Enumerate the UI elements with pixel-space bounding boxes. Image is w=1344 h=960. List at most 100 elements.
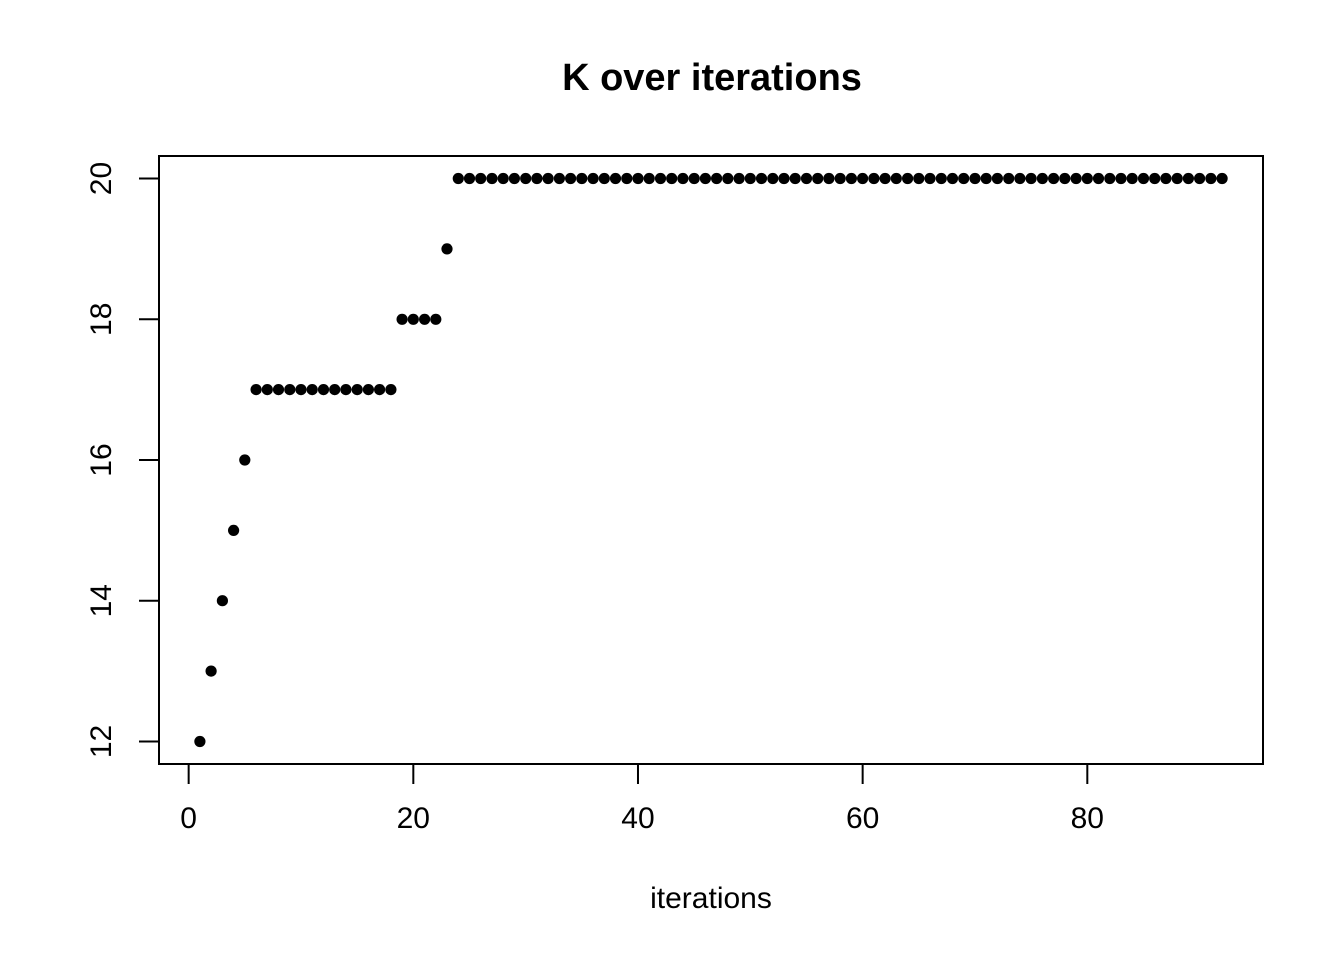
data-point — [1070, 172, 1082, 185]
data-point — [643, 172, 655, 185]
data-point — [711, 172, 723, 185]
y-axis: 12 14 16 18 20 — [85, 162, 159, 758]
y-tick-label: 12 — [85, 725, 118, 758]
data-point — [666, 172, 678, 185]
data-point — [1126, 172, 1138, 185]
data-point — [789, 172, 801, 185]
x-tick-label: 60 — [846, 802, 879, 835]
data-point — [767, 172, 779, 185]
data-point — [1160, 172, 1172, 185]
data-point — [553, 172, 566, 185]
data-point — [284, 384, 296, 396]
data-point — [935, 172, 947, 185]
x-tick-label: 20 — [397, 802, 430, 835]
data-point — [1115, 172, 1127, 185]
data-point — [205, 665, 217, 677]
data-point — [351, 384, 363, 396]
data-point — [834, 172, 846, 185]
y-tick-label: 14 — [85, 584, 118, 617]
data-points — [194, 172, 1228, 748]
data-point — [407, 313, 419, 325]
data-point — [250, 384, 262, 396]
data-point — [688, 172, 700, 185]
data-point — [520, 172, 532, 185]
x-axis: 0 20 40 60 80 — [180, 764, 1104, 835]
data-point — [306, 384, 318, 396]
data-point — [1182, 172, 1194, 185]
data-point — [317, 384, 330, 396]
data-point — [295, 384, 307, 396]
plot-border — [158, 155, 1264, 765]
data-point — [1081, 172, 1093, 185]
data-point — [621, 172, 633, 185]
data-point — [272, 384, 285, 396]
data-point — [1194, 172, 1206, 185]
data-point — [980, 172, 992, 185]
data-point — [1059, 172, 1071, 185]
data-point — [609, 172, 622, 185]
data-point — [902, 172, 914, 185]
data-point — [497, 172, 509, 185]
data-point — [924, 172, 936, 185]
data-point — [508, 172, 520, 185]
data-point — [531, 172, 543, 185]
data-point — [228, 524, 240, 537]
data-point — [1149, 172, 1161, 185]
x-tick-label: 40 — [621, 802, 654, 835]
data-point — [677, 172, 689, 185]
data-point — [452, 172, 464, 185]
data-point — [991, 172, 1004, 185]
data-point — [1092, 172, 1105, 185]
data-point — [340, 384, 352, 396]
data-point — [868, 172, 880, 185]
data-point — [755, 172, 768, 185]
data-point — [1205, 172, 1217, 185]
data-point — [1014, 172, 1026, 185]
data-point — [632, 172, 644, 185]
data-point — [857, 172, 869, 185]
y-tick-label: 20 — [85, 162, 118, 195]
data-point — [1003, 172, 1015, 185]
data-point — [362, 384, 374, 396]
data-point — [396, 313, 408, 325]
data-point — [576, 172, 588, 185]
data-point — [194, 735, 206, 748]
data-point — [812, 172, 824, 185]
data-point — [1104, 172, 1116, 185]
data-point — [823, 172, 835, 185]
data-point — [216, 595, 228, 607]
data-point — [419, 313, 431, 325]
data-point — [542, 172, 554, 185]
data-point — [463, 172, 476, 185]
data-point — [733, 172, 745, 185]
data-point — [913, 172, 925, 185]
x-axis-label: iterations — [650, 882, 772, 915]
data-point — [565, 172, 577, 185]
data-point — [1025, 172, 1037, 185]
y-tick-label: 18 — [85, 303, 118, 336]
y-tick-label: 16 — [85, 443, 118, 476]
data-point — [744, 172, 756, 185]
data-point — [800, 172, 813, 185]
data-point — [722, 172, 734, 185]
data-point — [890, 172, 902, 185]
data-point — [598, 172, 610, 185]
data-point — [430, 313, 442, 325]
data-point — [587, 172, 599, 185]
data-point — [1036, 172, 1048, 185]
x-tick-label: 0 — [180, 802, 197, 835]
data-point — [958, 172, 970, 185]
data-point — [1048, 172, 1060, 185]
data-point — [778, 172, 790, 185]
data-point — [1216, 172, 1228, 185]
data-point — [486, 172, 498, 185]
data-point — [969, 172, 981, 185]
data-point — [329, 384, 341, 396]
data-point — [475, 172, 487, 185]
data-point — [239, 454, 251, 466]
data-point — [845, 172, 858, 185]
data-point — [385, 384, 397, 396]
data-point — [374, 384, 386, 396]
